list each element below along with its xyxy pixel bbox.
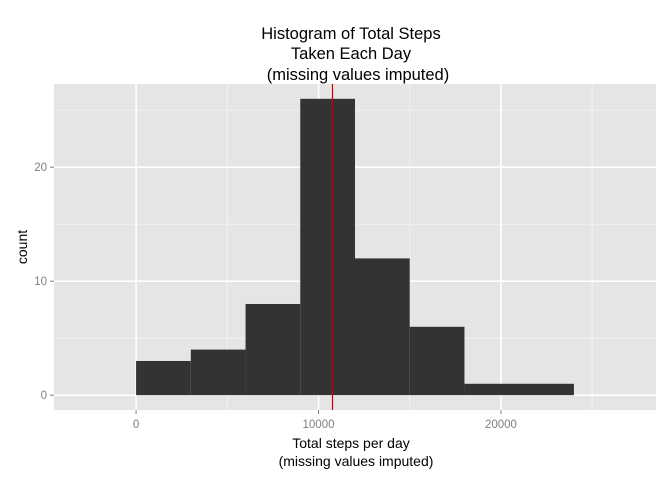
chart-title-line-1: Histogram of Total Steps	[261, 25, 440, 43]
histogram-bar	[245, 303, 301, 396]
histogram-bar	[464, 383, 574, 396]
x-axis: 0 10000 20000	[133, 410, 517, 431]
chart-title-line-2: Taken Each Day	[291, 45, 412, 63]
histogram-bars	[136, 98, 574, 396]
histogram-bar	[136, 360, 191, 396]
y-tick-label: 20	[34, 162, 47, 174]
histogram-bar	[409, 326, 465, 396]
y-tick-label: 10	[34, 276, 47, 288]
x-axis-title-line-2: (missing values imputed)	[279, 453, 434, 469]
chart-title: Histogram of Total Steps Taken Each Day …	[261, 25, 449, 84]
x-tick-label: 20000	[485, 419, 517, 431]
chart-title-line-3: (missing values imputed)	[267, 66, 449, 84]
histogram-bar	[300, 98, 355, 396]
y-axis-title: count	[14, 230, 30, 264]
x-tick-label: 10000	[303, 419, 335, 431]
y-axis: 0 10 20	[34, 162, 54, 402]
x-tick-label: 0	[133, 419, 139, 431]
x-axis-title-line-1: Total steps per day	[292, 435, 410, 451]
histogram-bar	[355, 258, 410, 396]
histogram-bar	[190, 349, 246, 396]
y-tick-label: 0	[41, 390, 47, 402]
